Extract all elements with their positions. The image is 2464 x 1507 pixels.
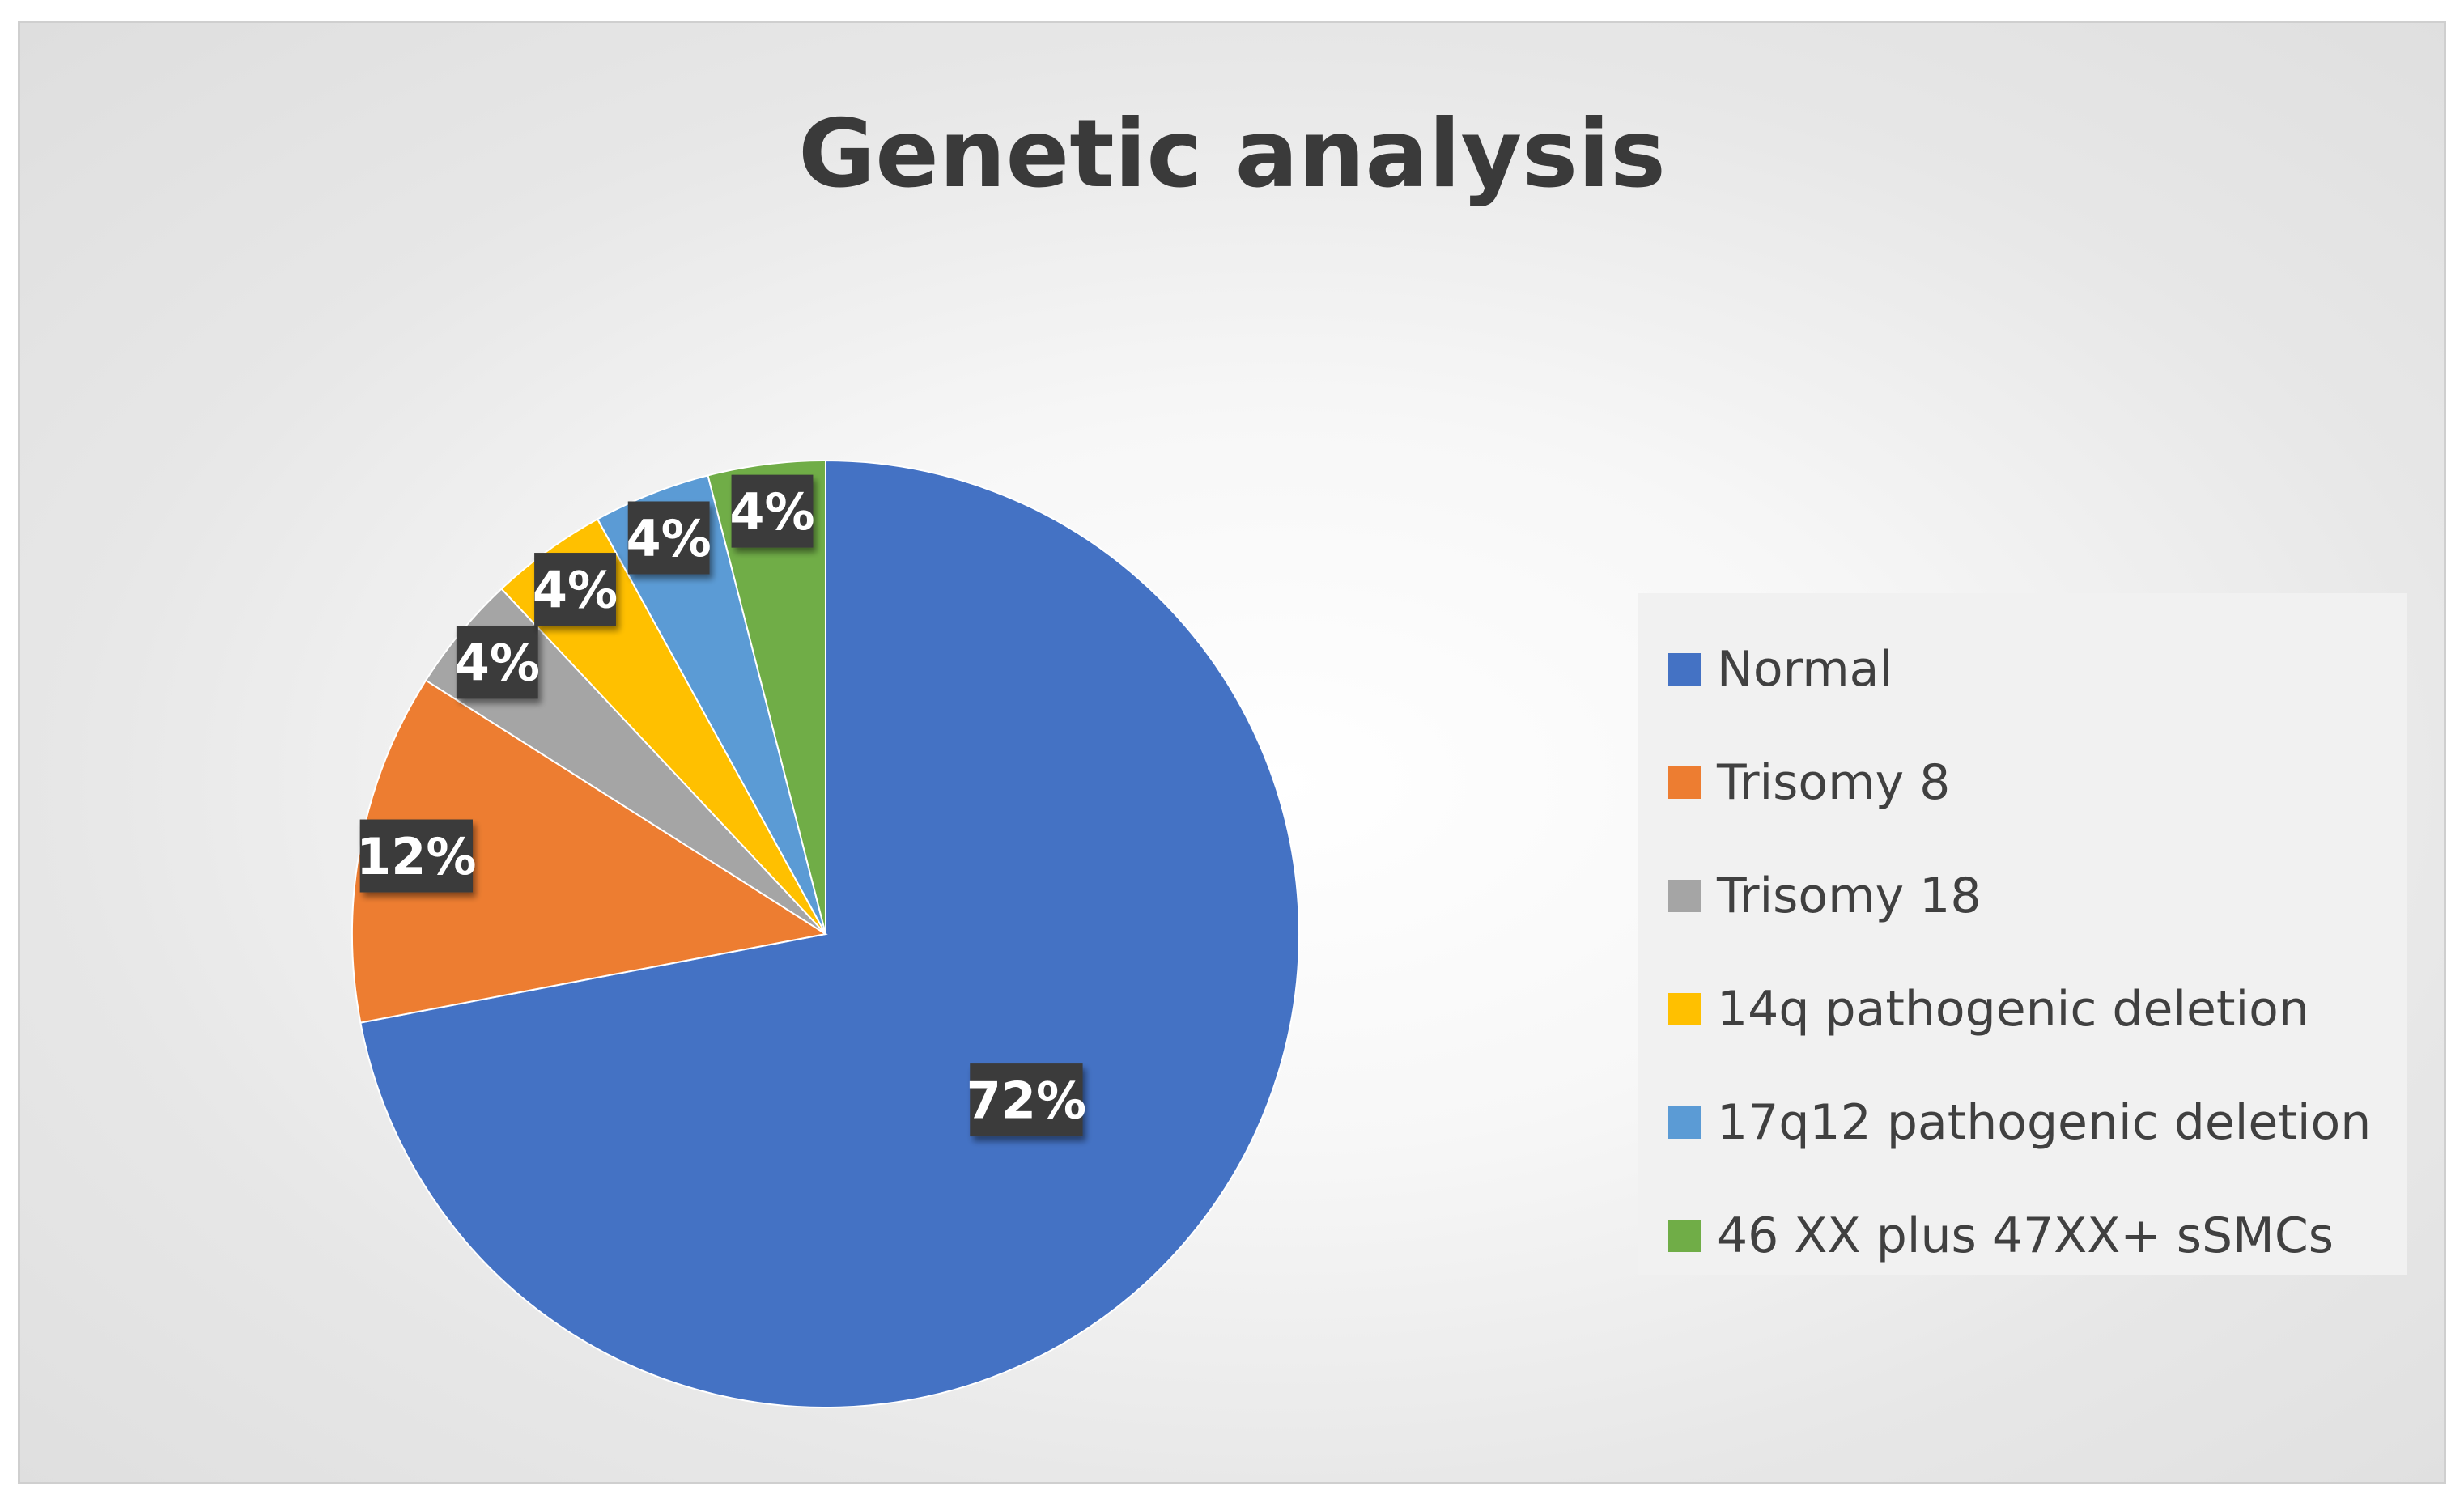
legend-item: 14q pathogenic deletion [1638,953,2407,1066]
data-label-text: 4% [455,634,540,693]
data-label-text: 12% [356,827,476,886]
chart-frame: Genetic analysis 72% 12% 4% 4% 4% 4% Normal T… [18,21,2446,1484]
data-label-box [534,553,616,626]
legend-item: Normal [1638,613,2407,726]
legend-label: 14q pathogenic deletion [1717,981,2309,1038]
legend-swatch [1668,1106,1701,1139]
data-label-box [627,501,710,575]
legend-item: Trisomy 8 [1638,726,2407,839]
pie-data-label-3: 4% [455,626,540,699]
data-label-box [731,474,814,548]
legend-label: Trisomy 8 [1717,754,1951,811]
legend-swatch [1668,653,1701,686]
pie-data-labels: 72%12%4%4%4% 4% [356,474,1086,1137]
data-label-text: 4% [533,560,618,619]
legend-swatch [1668,993,1701,1025]
pie-data-label-4: 4% [533,553,618,626]
pie-slice-1 [359,459,1300,1408]
data-label-text: 4% [627,509,712,568]
chart-legend: Normal Trisomy 8 Trisomy 18 14q pathogen… [1638,593,2407,1275]
pie-data-label-1: 72% [966,1063,1086,1137]
data-label-box [456,626,538,699]
legend-label: Normal [1717,641,1893,698]
pie-chart: 72%12%4%4%4% 4% [351,459,1300,1408]
data-label-text: 72% [966,1071,1086,1130]
legend-label: 46 XX plus 47XX+ sSMCs [1717,1208,2334,1264]
pie-data-label-5: 4% [627,501,712,575]
legend-swatch [1668,766,1701,799]
legend-item: 46 XX plus 47XX+ sSMCs [1638,1179,2407,1293]
legend-item: Trisomy 18 [1638,839,2407,953]
pie-slices [351,459,1300,1408]
pie-data-label-6: 4% [729,474,815,548]
chart-title: Genetic analysis [798,100,1666,209]
data-label-text: 4% [729,482,814,541]
data-label-box [359,819,473,893]
data-label-box [970,1063,1083,1137]
pie-slice-6 [707,459,826,935]
legend-label: Trisomy 18 [1717,868,1982,924]
legend-swatch [1668,880,1701,912]
pie-data-label-2: 12% [356,819,477,893]
legend-swatch [1668,1220,1701,1252]
legend-item: 17q12 pathogenic deletion [1638,1066,2407,1179]
legend-label: 17q12 pathogenic deletion [1717,1094,2372,1151]
